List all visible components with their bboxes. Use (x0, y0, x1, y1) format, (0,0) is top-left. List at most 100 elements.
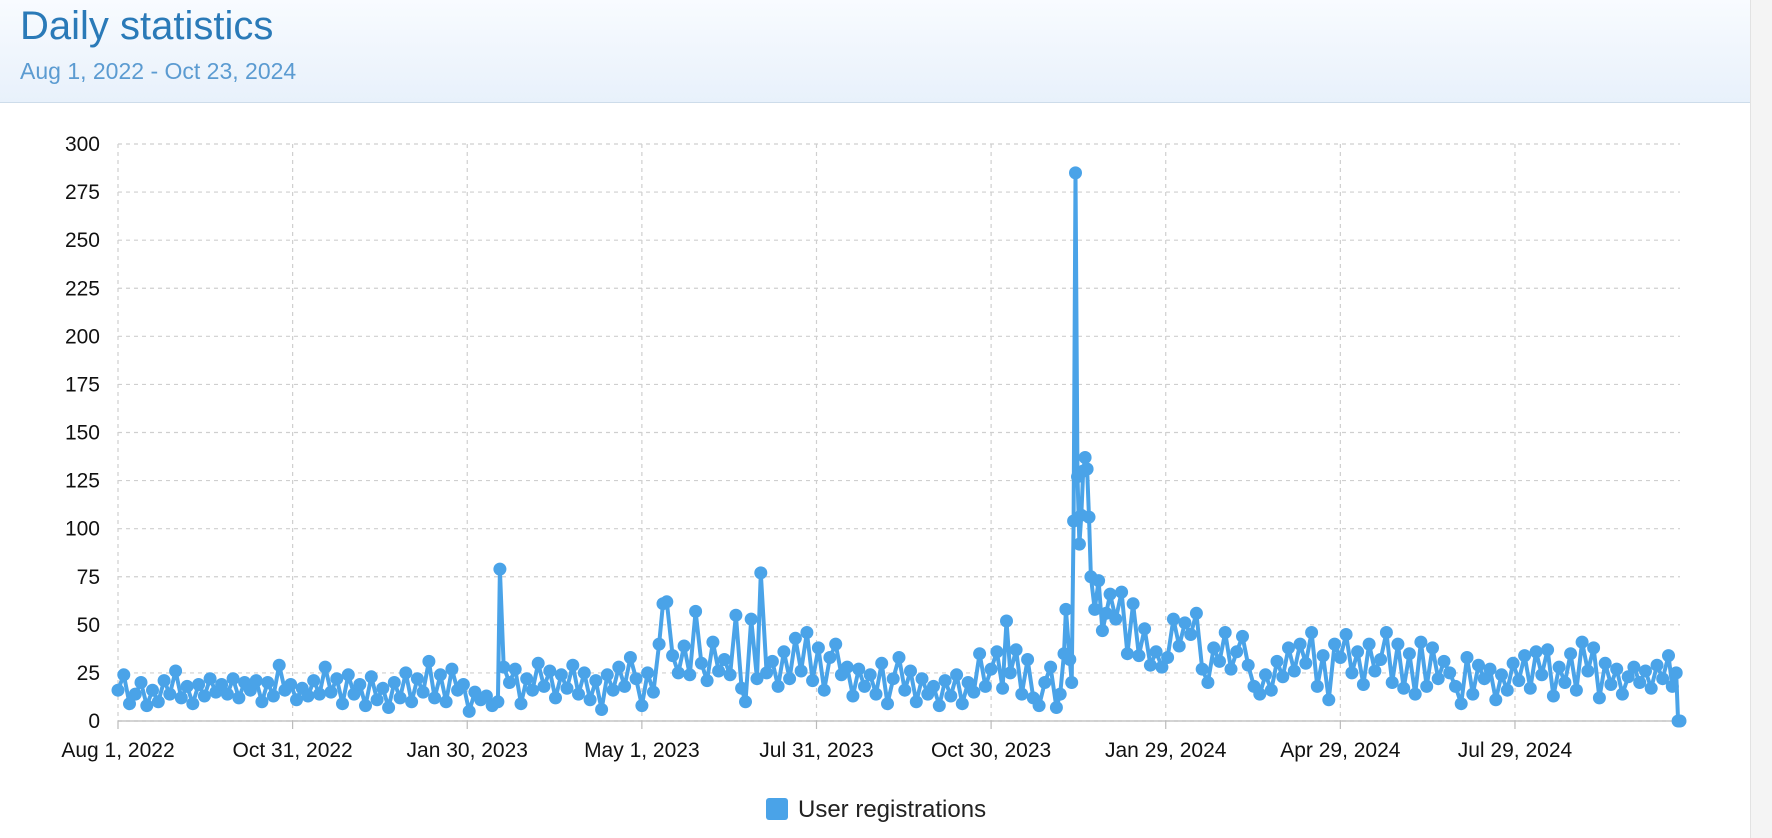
data-point[interactable] (180, 679, 194, 693)
data-point[interactable] (1356, 678, 1370, 691)
data-point[interactable] (1644, 681, 1658, 695)
data-point[interactable] (151, 695, 165, 709)
data-point[interactable] (671, 666, 685, 680)
data-point[interactable] (1155, 660, 1169, 674)
data-point[interactable] (577, 666, 591, 680)
data-point[interactable] (462, 704, 476, 718)
data-point[interactable] (817, 683, 831, 697)
data-point[interactable] (1213, 654, 1226, 668)
data-point[interactable] (1437, 654, 1451, 668)
data-point[interactable] (1500, 683, 1514, 697)
data-point[interactable] (777, 645, 791, 659)
data-point[interactable] (612, 660, 626, 674)
data-point[interactable] (1049, 701, 1063, 714)
data-point[interactable] (503, 676, 516, 689)
data-point[interactable] (694, 656, 708, 670)
data-point[interactable] (387, 676, 401, 689)
data-point[interactable] (1166, 612, 1180, 626)
data-point[interactable] (272, 658, 286, 672)
data-point[interactable] (1201, 676, 1215, 689)
data-point[interactable] (479, 689, 493, 703)
data-point[interactable] (760, 666, 774, 680)
data-point[interactable] (1078, 451, 1092, 464)
data-point[interactable] (1552, 660, 1566, 674)
data-point[interactable] (399, 666, 413, 680)
data-point[interactable] (520, 672, 534, 686)
data-point[interactable] (875, 656, 889, 670)
data-point[interactable] (537, 679, 551, 693)
data-point[interactable] (788, 631, 802, 645)
data-point[interactable] (1506, 656, 1520, 670)
data-point[interactable] (220, 687, 234, 701)
data-point[interactable] (1379, 626, 1393, 639)
data-point[interactable] (1322, 693, 1336, 707)
data-point[interactable] (750, 672, 764, 686)
data-point[interactable] (1224, 662, 1238, 676)
data-point[interactable] (1009, 643, 1023, 657)
data-point[interactable] (359, 699, 372, 713)
data-point[interactable] (1443, 666, 1457, 680)
data-point[interactable] (1495, 668, 1508, 682)
data-point[interactable] (660, 595, 674, 609)
data-point[interactable] (301, 689, 315, 703)
data-point[interactable] (927, 679, 940, 693)
data-point[interactable] (186, 697, 200, 711)
data-point[interactable] (1230, 645, 1244, 659)
data-point[interactable] (1656, 672, 1670, 686)
data-point[interactable] (1639, 664, 1652, 678)
data-point[interactable] (543, 664, 557, 678)
data-point[interactable] (1069, 166, 1082, 180)
data-point[interactable] (1059, 602, 1073, 616)
data-point[interactable] (1003, 666, 1017, 680)
data-point[interactable] (1518, 649, 1532, 663)
data-point[interactable] (364, 670, 378, 684)
data-point[interactable] (1665, 679, 1679, 693)
data-point[interactable] (1633, 676, 1647, 689)
data-point[interactable] (382, 701, 396, 714)
data-point[interactable] (677, 639, 691, 653)
data-point[interactable] (1569, 683, 1583, 697)
data-point[interactable] (881, 697, 894, 711)
data-point[interactable] (1466, 687, 1480, 701)
data-point[interactable] (712, 664, 726, 678)
data-point[interactable] (1397, 681, 1411, 695)
data-point[interactable] (806, 674, 820, 688)
data-point[interactable] (1408, 687, 1422, 701)
data-point[interactable] (739, 695, 752, 709)
data-point[interactable] (307, 674, 321, 688)
data-point[interactable] (1472, 658, 1485, 672)
data-point[interactable] (723, 668, 737, 682)
data-point[interactable] (600, 668, 614, 682)
data-point[interactable] (1132, 649, 1146, 663)
data-point[interactable] (1063, 653, 1077, 666)
data-point[interactable] (646, 685, 660, 699)
data-point[interactable] (1610, 662, 1624, 676)
data-point[interactable] (700, 674, 714, 688)
data-point[interactable] (717, 653, 731, 666)
data-point[interactable] (514, 697, 528, 711)
data-point[interactable] (266, 689, 280, 703)
data-point[interactable] (583, 693, 597, 707)
data-point[interactable] (1351, 645, 1365, 659)
data-point[interactable] (666, 649, 680, 663)
data-point[interactable] (313, 687, 326, 701)
data-point[interactable] (1236, 629, 1249, 643)
data-point[interactable] (629, 672, 643, 686)
data-point[interactable] (508, 662, 522, 676)
data-point[interactable] (422, 654, 436, 668)
data-point[interactable] (984, 662, 998, 676)
data-point[interactable] (744, 612, 758, 626)
data-point[interactable] (811, 641, 825, 655)
data-point[interactable] (961, 676, 975, 689)
data-point[interactable] (1345, 666, 1359, 680)
data-point[interactable] (566, 658, 580, 672)
data-point[interactable] (1143, 658, 1157, 672)
data-point[interactable] (1293, 637, 1307, 651)
data-point[interactable] (950, 668, 964, 682)
data-point[interactable] (846, 689, 860, 703)
data-point[interactable] (823, 651, 837, 664)
data-point[interactable] (754, 566, 768, 580)
data-point[interactable] (990, 645, 1004, 659)
data-point[interactable] (428, 691, 442, 705)
data-point[interactable] (1523, 681, 1537, 695)
